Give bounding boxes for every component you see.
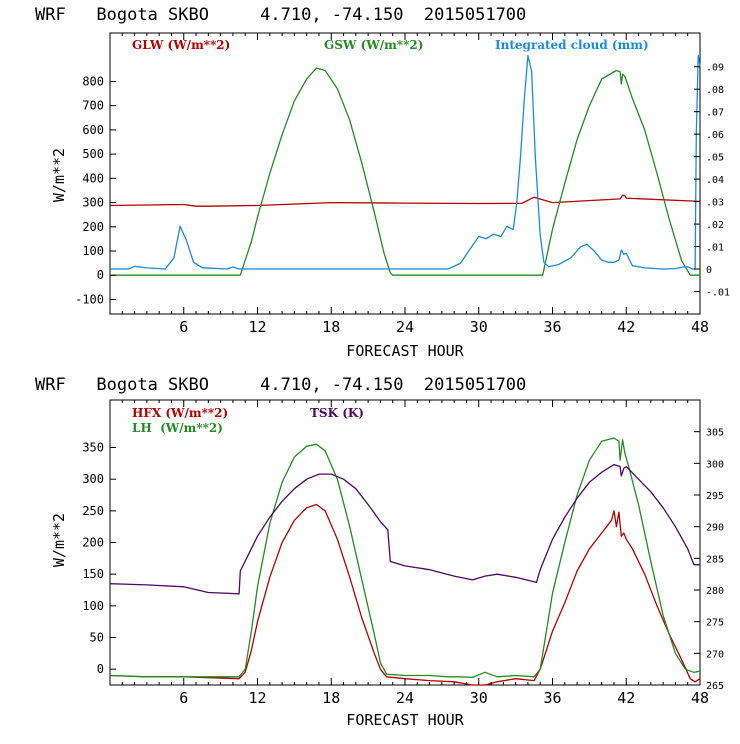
legend-glw: GLW (W/m**2)	[132, 38, 230, 52]
top-y2-tick-label: 0	[706, 265, 712, 276]
bottom-y2-tick-label: 290	[706, 523, 724, 534]
bottom-y2-tick-label: 270	[706, 649, 724, 660]
bottom-x-tick-label: 12	[248, 689, 266, 707]
bottom-y2-tick-label: 305	[706, 428, 724, 439]
top-chart-title: WRF Bogota SKBO 4.710, -74.150 201505170…	[35, 5, 526, 25]
top-y-tick-label: 300	[82, 196, 104, 210]
top-y-tick-label: 800	[82, 74, 104, 88]
top-y-tick-label: 700	[82, 99, 104, 113]
bottom-series-tsk-line	[109, 463, 700, 595]
top-y2-tick-label: .08	[706, 85, 724, 96]
bottom-axes: 6 12 18 24 30 36 42 48 0 50 100 150 200 250 300 350 265 2…	[82, 400, 724, 707]
bottom-series-lh-line	[109, 437, 701, 679]
top-y2-tick-label: .06	[706, 130, 724, 141]
top-y2-tick-label: .03	[706, 198, 724, 209]
bottom-y-tick-label: 100	[82, 599, 104, 613]
top-x-tick-label: 42	[617, 318, 635, 336]
top-series-glw-line	[109, 194, 701, 207]
bottom-x-tick-label: 18	[322, 689, 340, 707]
top-y-tick-label: 600	[82, 123, 104, 137]
bottom-y2-tick-label: 265	[706, 681, 724, 692]
bottom-y-axis-label: W/m**2	[50, 513, 68, 567]
top-series-integrated-line	[110, 54, 701, 270]
legend-tsk: TSK (K)	[310, 406, 364, 420]
top-axes: 6 12 18 24 30 36 42 48 -100 0 100 200 300 400 500 600 70…	[75, 33, 730, 336]
legend-integrated-cloud: Integrated cloud (mm)	[495, 38, 649, 52]
bottom-y2-tick-label: 300	[706, 459, 724, 470]
top-y2-tick-label: -.01	[706, 288, 730, 299]
legend-gsw: GSW (W/m**2)	[324, 38, 423, 52]
bottom-plot-frame	[109, 399, 701, 686]
top-y2-tick-label: .04	[706, 175, 724, 186]
bottom-series	[109, 437, 701, 686]
top-x-tick-label: 36	[543, 318, 561, 336]
top-y-tick-label: 500	[82, 147, 104, 161]
bottom-y2-tick-label: 280	[706, 586, 724, 597]
top-y-tick-label: 0	[97, 268, 104, 282]
bottom-x-axis-label: FORECAST HOUR	[346, 711, 464, 729]
top-y2-tick-label: .09	[706, 63, 724, 74]
bottom-y-tick-label: 200	[82, 536, 104, 550]
bottom-x-tick-label: 48	[691, 689, 709, 707]
legend-lh: LH (W/m**2)	[132, 421, 223, 435]
top-x-tick-label: 48	[691, 318, 709, 336]
top-y-tick-label: 100	[82, 244, 104, 258]
top-x-tick-label: 18	[322, 318, 340, 336]
bottom-series-hfx-line	[109, 503, 701, 686]
bottom-y-tick-label: 0	[97, 662, 104, 676]
top-y2-tick-label: .05	[706, 153, 724, 164]
bottom-chart-title: WRF Bogota SKBO 4.710, -74.150 201505170…	[35, 375, 526, 395]
bottom-y2-tick-label: 295	[706, 491, 724, 502]
top-y-axis-label: W/m**2	[50, 148, 68, 202]
top-x-tick-label: 24	[396, 318, 414, 336]
top-y2-tick-label: .02	[706, 220, 724, 231]
top-x-tick-label: 30	[470, 318, 488, 336]
top-x-tick-label: 12	[248, 318, 266, 336]
bottom-y2-tick-label: 275	[706, 618, 724, 629]
bottom-y-tick-label: 150	[82, 567, 104, 581]
top-series	[109, 54, 701, 276]
bottom-x-tick-label: 24	[396, 689, 414, 707]
bottom-x-tick-label: 42	[617, 689, 635, 707]
bottom-y-tick-label: 350	[82, 441, 104, 455]
bottom-x-tick-label: 36	[543, 689, 561, 707]
bottom-y-tick-label: 250	[82, 504, 104, 518]
top-y2-tick-label: .01	[706, 243, 724, 254]
bottom-y-tick-label: 300	[82, 472, 104, 486]
top-y-tick-label: -100	[75, 292, 104, 306]
top-y-tick-label: 200	[82, 220, 104, 234]
top-x-axis-label: FORECAST HOUR	[346, 342, 464, 360]
bottom-x-tick-label: 30	[470, 689, 488, 707]
bottom-x-tick-label: 6	[179, 689, 188, 707]
bottom-y2-tick-label: 285	[706, 554, 724, 565]
top-y2-tick-label: .07	[706, 108, 724, 119]
bottom-y-tick-label: 50	[90, 631, 104, 645]
top-y-tick-label: 400	[82, 171, 104, 185]
top-series-gsw-line	[110, 67, 700, 276]
top-x-tick-label: 6	[179, 318, 188, 336]
legend-hfx: HFX (W/m**2)	[132, 406, 228, 420]
top-plot-frame	[109, 32, 701, 315]
